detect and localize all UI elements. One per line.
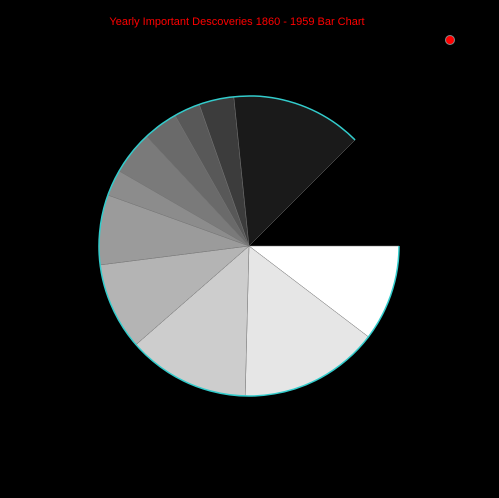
chart-title: Yearly Important Descoveries 1860 - 1959… xyxy=(109,16,365,28)
pie-slices xyxy=(98,95,400,397)
legend-marker-dot xyxy=(445,35,455,45)
pie-slice-11 xyxy=(233,95,356,247)
pie-outline-arc xyxy=(98,95,400,397)
